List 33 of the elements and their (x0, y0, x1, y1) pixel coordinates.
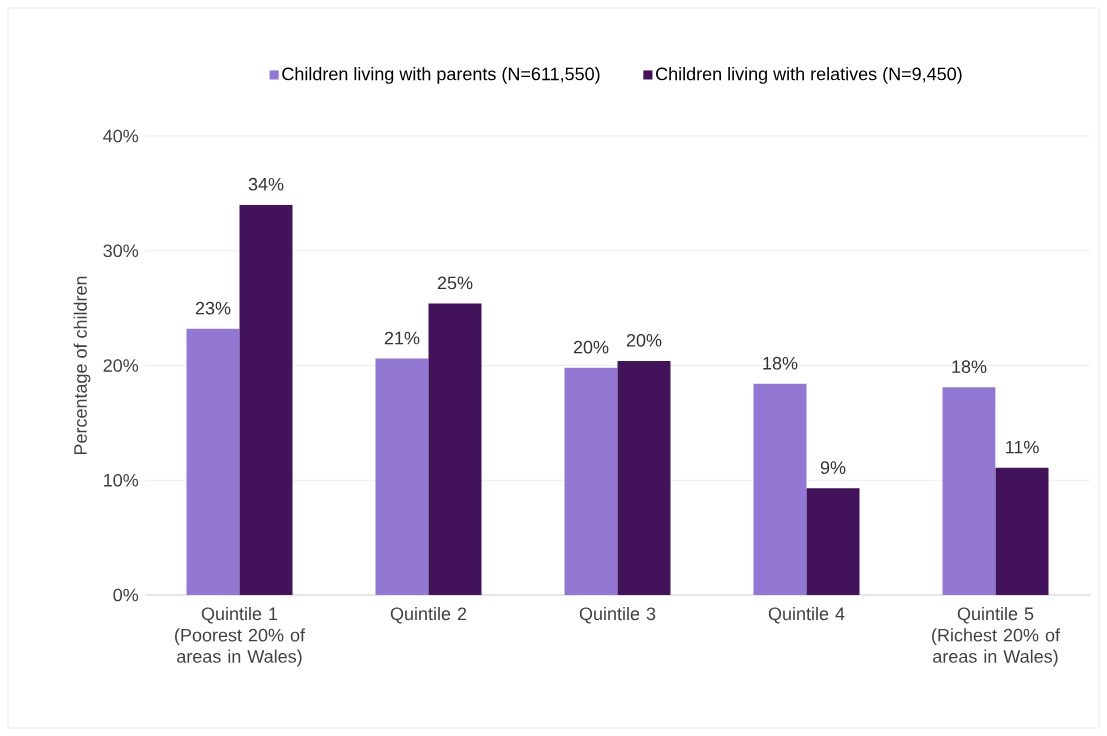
bar (753, 383, 807, 595)
legend-label: Children living with relatives (N=9,450) (656, 67, 962, 84)
x-tick-label: Quintile 2 (390, 606, 467, 624)
data-label: 20% (626, 333, 662, 347)
bar (239, 204, 293, 595)
x-tick-label: Quintile 4 (768, 606, 845, 624)
data-label: 21% (384, 331, 420, 345)
x-tick-label: Quintile 1 (Poorest 20% of areas in Wales) (175, 606, 306, 667)
data-label: 18% (763, 356, 798, 370)
bar (995, 467, 1049, 595)
data-label: 23% (195, 301, 231, 315)
data-label: 11% (1006, 440, 1039, 454)
bar (942, 387, 996, 595)
y-tick-label: 10% (104, 473, 139, 487)
data-label: 18% (952, 360, 987, 374)
x-tick-label: Quintile 5 (Richest 20% of areas in Wales) (932, 606, 1061, 667)
data-label: 9% (820, 461, 846, 475)
y-tick-label: 0% (113, 588, 139, 602)
bar (428, 303, 482, 595)
y-tick-label: 20% (103, 359, 139, 372)
data-label: 25% (437, 276, 473, 290)
x-tick-label: Quintile 3 (579, 606, 656, 624)
data-label: 34% (248, 177, 284, 191)
y-tick-label: 30% (103, 244, 139, 258)
legend-label: Children living with parents (N=611,550) (282, 67, 600, 84)
bar (564, 367, 618, 595)
bar (375, 358, 429, 595)
data-label: 20% (573, 340, 609, 354)
bar (186, 328, 240, 595)
y-tick-label: 40% (103, 129, 139, 143)
bar (806, 488, 860, 595)
bar (617, 360, 671, 595)
y-axis-title: Percentage of children (73, 276, 91, 455)
